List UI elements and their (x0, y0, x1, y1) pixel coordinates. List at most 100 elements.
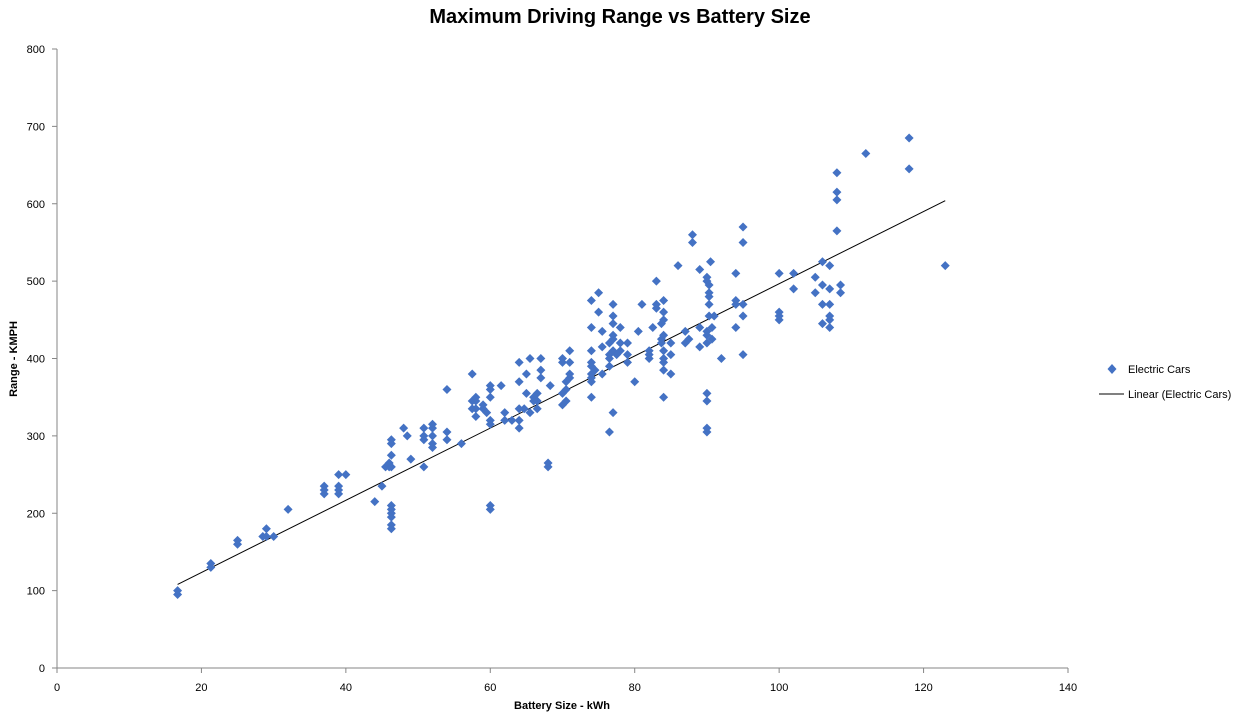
data-point (399, 423, 409, 433)
data-point (545, 381, 555, 391)
data-point (738, 350, 748, 360)
data-point (402, 431, 412, 441)
data-point (622, 357, 632, 367)
x-tick-label: 0 (54, 682, 60, 694)
data-point (774, 307, 784, 317)
legend-label-trendline: Linear (Electric Cars) (1128, 389, 1231, 401)
data-point (774, 268, 784, 278)
data-point (704, 280, 714, 290)
data-point (467, 369, 477, 379)
data-point (419, 462, 429, 472)
y-tick-label: 400 (27, 354, 45, 366)
data-point (659, 307, 669, 317)
data-point (521, 388, 531, 398)
data-point (666, 350, 676, 360)
data-point (543, 458, 553, 468)
x-axis-label: Battery Size - kWh (514, 700, 610, 712)
data-point (173, 586, 183, 596)
data-point (386, 450, 396, 460)
data-point (386, 435, 396, 445)
data-point (659, 365, 669, 375)
legend: Electric Cars Linear (Electric Cars) (1099, 364, 1231, 401)
x-tick-label: 80 (629, 682, 641, 694)
data-point (659, 392, 669, 402)
data-point (370, 497, 380, 507)
data-point (561, 396, 571, 406)
data-point (825, 323, 835, 333)
data-point (514, 377, 524, 387)
data-point (832, 226, 842, 236)
data-point (810, 272, 820, 282)
data-point (269, 531, 279, 541)
data-point (702, 423, 712, 433)
data-point (659, 354, 669, 363)
data-point (406, 454, 416, 464)
y-tick-label: 700 (27, 121, 45, 133)
data-point (536, 373, 546, 383)
data-point (702, 388, 712, 398)
data-point (565, 346, 575, 356)
data-point (706, 257, 716, 267)
data-point (704, 288, 714, 298)
data-point (532, 388, 542, 398)
data-point (608, 408, 618, 418)
data-point (832, 168, 842, 178)
data-point (832, 187, 842, 197)
y-tick-label: 200 (27, 508, 45, 520)
data-point (565, 369, 575, 379)
data-point (825, 311, 835, 321)
data-point (442, 384, 452, 394)
data-point (319, 481, 329, 491)
data-point (702, 272, 712, 282)
data-point (633, 326, 643, 336)
data-point (832, 195, 842, 205)
data-point (604, 361, 614, 371)
data-point (514, 415, 524, 425)
data-point (622, 338, 632, 348)
data-point (861, 148, 871, 158)
data-point (810, 288, 820, 298)
data-point (334, 481, 344, 491)
data-point (707, 334, 717, 344)
data-point (261, 531, 271, 541)
data-point (514, 357, 524, 367)
data-point (519, 404, 529, 414)
data-point (586, 346, 596, 356)
data-point (514, 423, 524, 433)
data-point (496, 381, 506, 391)
data-point (817, 280, 827, 290)
data-point (709, 311, 719, 321)
y-tick-label: 800 (27, 44, 45, 56)
data-point (704, 299, 714, 309)
y-tick-label: 500 (27, 276, 45, 288)
data-point (695, 265, 705, 275)
data-point (608, 311, 618, 321)
y-tick-label: 600 (27, 199, 45, 211)
data-point (608, 319, 618, 329)
data-point (695, 323, 705, 333)
data-point (644, 346, 654, 356)
data-point (500, 415, 510, 425)
data-point (514, 404, 524, 414)
data-point (702, 396, 712, 406)
data-point (597, 369, 607, 379)
data-point (532, 396, 542, 406)
data-point (386, 520, 396, 530)
data-point (707, 323, 717, 333)
data-point (478, 400, 488, 410)
data-point (485, 381, 495, 391)
data-point (206, 559, 216, 569)
data-point (525, 354, 535, 363)
data-point (590, 365, 600, 375)
data-point (471, 412, 481, 422)
data-point (615, 323, 625, 333)
data-point (659, 295, 669, 305)
data-point (825, 261, 835, 271)
data-point (525, 408, 535, 418)
x-tick-label: 40 (340, 682, 352, 694)
data-point (648, 323, 658, 333)
y-tick-label: 0 (39, 663, 45, 675)
data-point (561, 384, 571, 394)
data-point (428, 439, 438, 449)
